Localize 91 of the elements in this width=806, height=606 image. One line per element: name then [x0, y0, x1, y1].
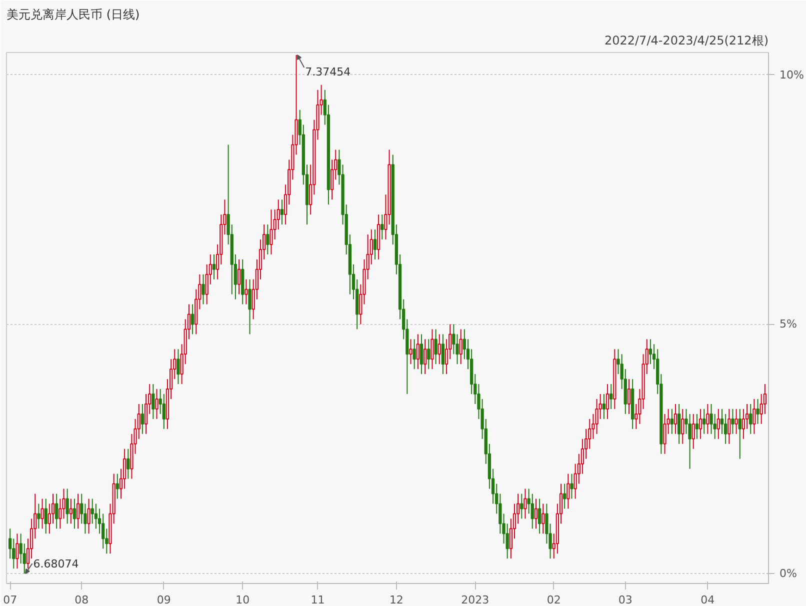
x-tick-label: 11: [310, 594, 325, 606]
candlestick: [72, 498, 76, 530]
candlestick: [566, 473, 570, 510]
candlestick: [202, 274, 205, 305]
x-tick-label: 09: [156, 594, 171, 606]
x-tick-label: 2023: [461, 594, 490, 606]
candlestick: [270, 209, 273, 255]
candlestick: [237, 258, 241, 295]
candlestick: [731, 408, 734, 434]
candlestick: [266, 224, 270, 255]
candlestick: [409, 338, 412, 365]
candlestick: [606, 384, 610, 420]
candlestick: [670, 408, 674, 434]
x-tick-label: 08: [74, 594, 89, 606]
y-tick-label: 10%: [780, 68, 804, 82]
candlestick: [176, 348, 180, 385]
candlestick: [380, 214, 384, 240]
candlestick: [90, 498, 94, 524]
candlestick: [692, 413, 695, 450]
annotation: 7.37454: [305, 65, 351, 78]
candlestick: [459, 328, 462, 365]
candlestick: [280, 199, 284, 226]
candlestick: [749, 404, 752, 434]
candlestick: [416, 334, 420, 370]
candlestick: [438, 334, 441, 365]
candlestick: [412, 338, 416, 370]
candlestick: [430, 328, 434, 370]
candlestick: [423, 338, 427, 375]
candlestick: [681, 408, 684, 444]
candlestick: [434, 328, 438, 365]
candlestick: [663, 413, 666, 454]
candlestick: [520, 493, 524, 520]
candlestick: [37, 503, 40, 530]
candlestick: [627, 378, 631, 414]
candlestick: [695, 413, 699, 440]
candlestick: [116, 473, 119, 500]
candlestick: [76, 493, 80, 530]
candlestick: [738, 408, 742, 460]
x-tick-label: 04: [700, 594, 715, 606]
candlestick: [55, 493, 58, 530]
candlestick: [126, 448, 130, 480]
candlestick: [563, 483, 566, 510]
candlestick: [140, 404, 144, 434]
candlestick: [677, 404, 681, 444]
candlestick: [87, 498, 90, 534]
candlestick: [248, 278, 252, 335]
candlestick: [674, 404, 678, 434]
candlestick: [602, 394, 606, 420]
candlestick: [420, 334, 424, 375]
candlestick: [441, 334, 445, 375]
candlestick: [716, 408, 720, 440]
candlestick: [698, 408, 702, 440]
candlestick: [648, 338, 652, 365]
candlestick: [542, 503, 545, 534]
candlestick: [190, 304, 194, 335]
chart-subtitle: 2022/7/4-2023/4/25(212根): [604, 34, 769, 48]
chart-title: 美元兑离岸人民币 (日线): [6, 8, 140, 22]
candlestick: [44, 498, 48, 534]
candlestick: [69, 498, 72, 524]
y-tick-label: 5%: [780, 318, 797, 331]
candlestick: [724, 413, 728, 444]
candlestick: [752, 398, 756, 434]
candlestick: [734, 408, 738, 434]
candlestick: [244, 278, 248, 305]
candlestick: [706, 404, 710, 434]
x-tick-label: 10: [236, 594, 250, 606]
candlestick: [40, 498, 44, 530]
candlestick: [742, 408, 746, 440]
candlestick: [373, 229, 377, 260]
candlestick: [530, 493, 534, 530]
candlestick: [688, 413, 692, 470]
candlestick: [702, 408, 706, 434]
x-tick-label: 03: [618, 594, 632, 606]
candlestick: [538, 498, 542, 534]
candlestick: [756, 398, 760, 424]
candlestick: [155, 388, 158, 420]
candlestick: [152, 384, 155, 420]
y-tick-label: 0%: [780, 567, 797, 580]
candlestick: [570, 473, 574, 500]
candlestick: [16, 533, 19, 570]
candlestick: [524, 488, 527, 520]
candlestick: [212, 254, 216, 280]
candlestick: [728, 408, 731, 444]
candlestick: [534, 498, 538, 530]
candlestick: [427, 338, 430, 370]
x-tick-label: 12: [389, 594, 404, 606]
annotation: 6.68074: [33, 558, 79, 571]
x-tick-label: 02: [546, 594, 561, 606]
x-tick-label: 07: [3, 594, 18, 606]
candlestick: [66, 488, 69, 524]
candlestick: [610, 384, 613, 410]
